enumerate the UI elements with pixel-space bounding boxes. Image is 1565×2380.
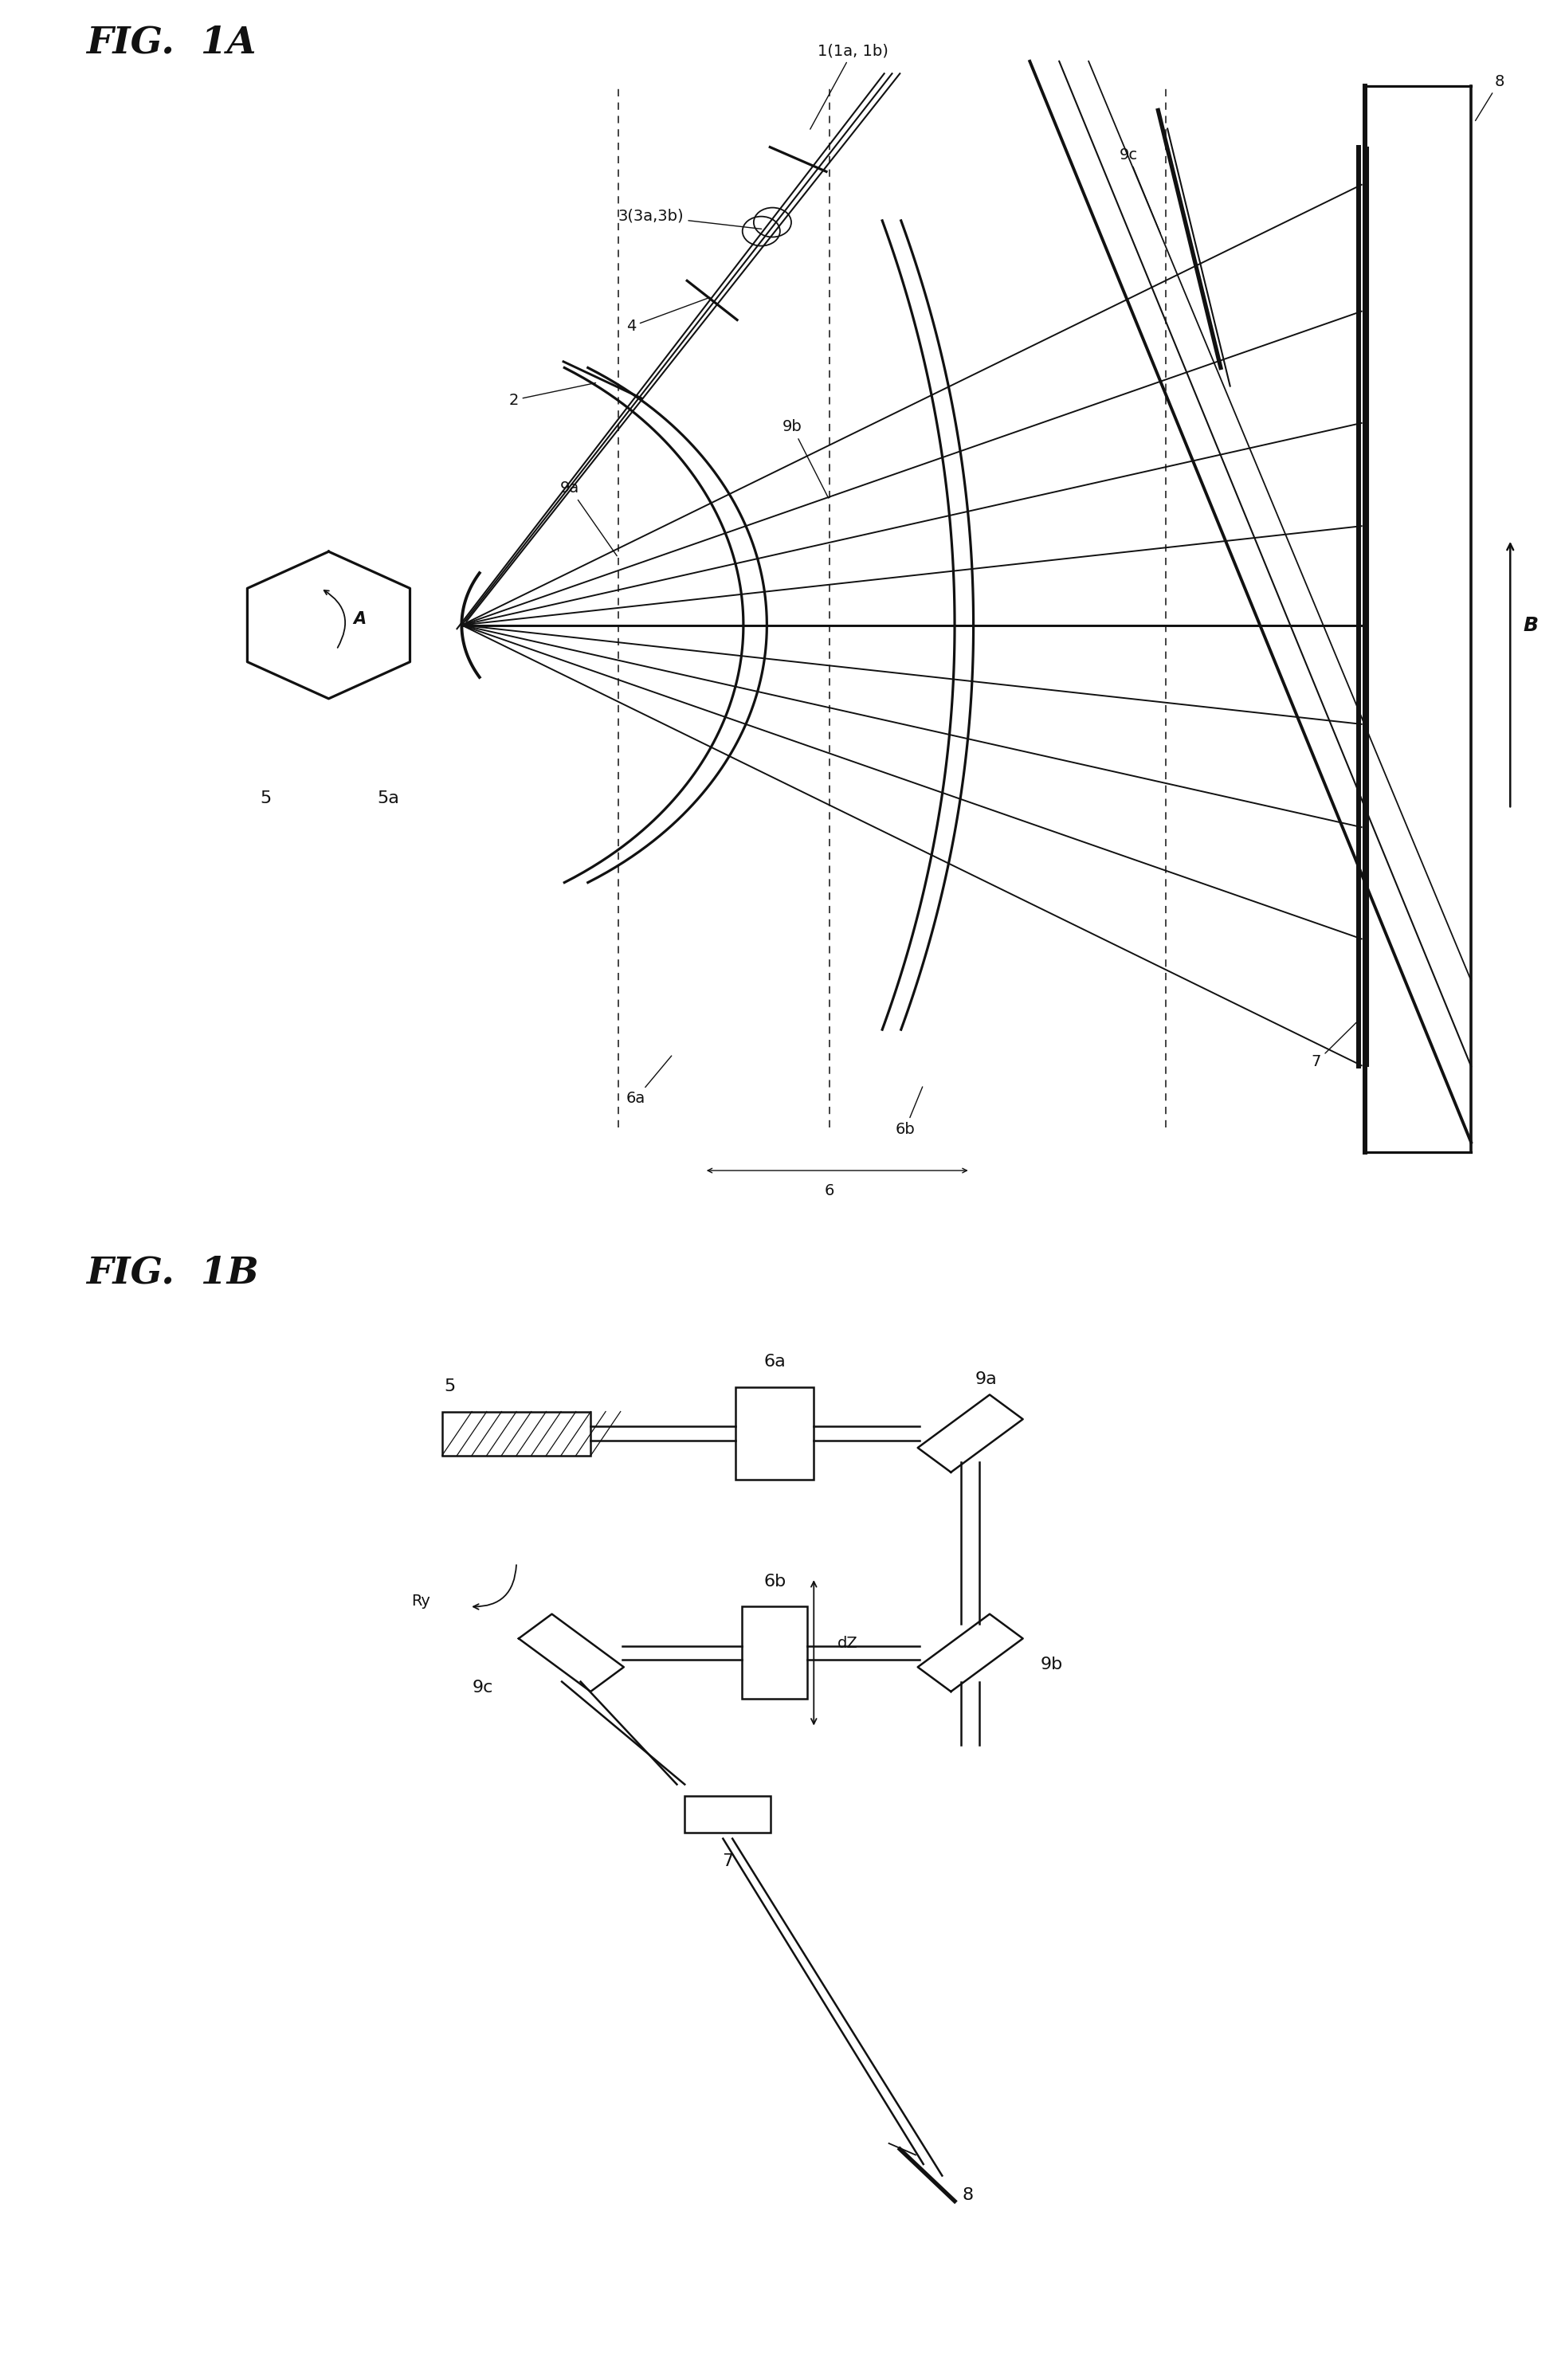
Text: 2: 2	[509, 383, 596, 407]
Bar	[742, 1607, 808, 1699]
Text: 1(1a, 1b): 1(1a, 1b)	[811, 43, 889, 129]
Text: 4: 4	[626, 298, 711, 333]
Text: 5: 5	[260, 790, 272, 807]
Text: FIG.  1B: FIG. 1B	[86, 1254, 258, 1292]
Text: 6a: 6a	[764, 1354, 786, 1371]
Text: 6a: 6a	[626, 1057, 671, 1107]
Text: B: B	[1523, 616, 1538, 635]
Text: 9c: 9c	[473, 1680, 493, 1695]
Text: FIG.  1A: FIG. 1A	[86, 24, 257, 62]
Text: 6b: 6b	[764, 1573, 786, 1590]
Bar	[736, 1388, 814, 1480]
Bar	[684, 1797, 770, 1833]
Text: 5a: 5a	[377, 790, 399, 807]
Text: Ry: Ry	[412, 1592, 430, 1609]
Text: 9c: 9c	[1119, 148, 1160, 233]
Text: 9a: 9a	[560, 481, 617, 557]
Text: 7: 7	[1311, 1019, 1360, 1069]
Text: 6b: 6b	[895, 1088, 922, 1138]
Text: 5: 5	[444, 1378, 455, 1395]
Text: 6: 6	[825, 1183, 834, 1197]
Text: 9b: 9b	[1041, 1656, 1063, 1673]
Text: 7: 7	[721, 1854, 734, 1871]
Text: 9a: 9a	[975, 1371, 997, 1388]
Bar	[441, 1411, 592, 1457]
Text: 3(3a,3b): 3(3a,3b)	[618, 209, 762, 228]
Text: A: A	[354, 612, 366, 626]
Text: 8: 8	[1476, 74, 1504, 121]
Text: dZ: dZ	[837, 1635, 858, 1652]
Text: 8: 8	[962, 2187, 973, 2204]
Text: 9b: 9b	[782, 419, 828, 497]
